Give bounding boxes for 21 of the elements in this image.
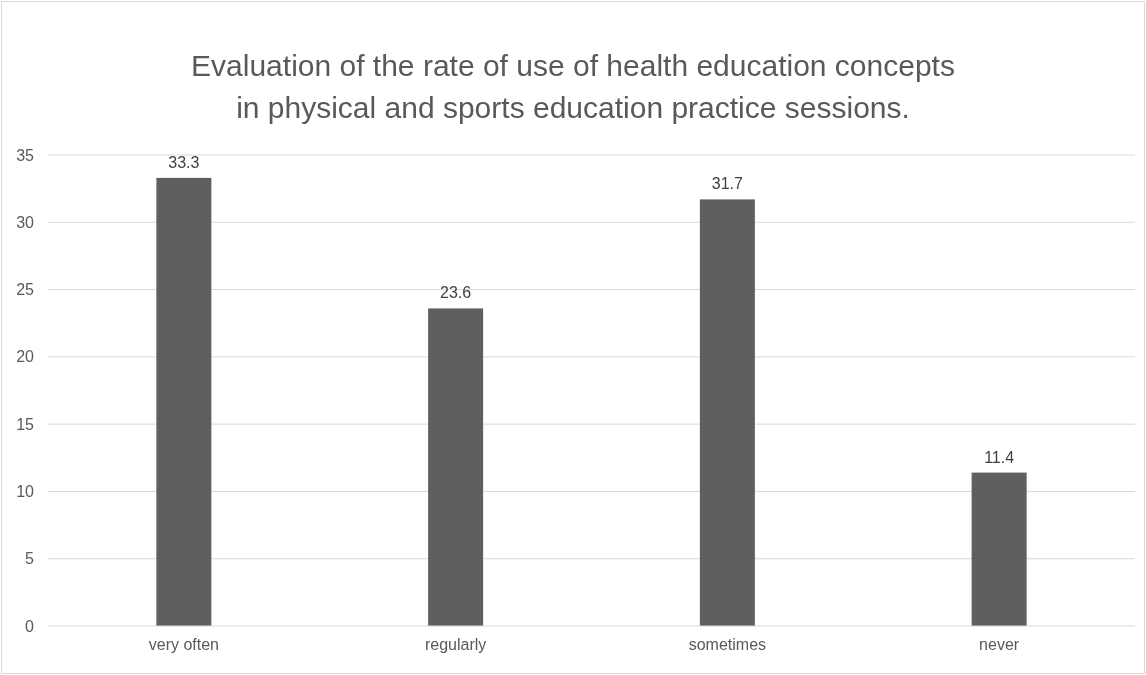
data-label: 33.3 (168, 153, 200, 171)
x-tick-label: regularly (424, 636, 487, 653)
y-tick-label: 35 (16, 146, 35, 164)
data-label: 31.7 (711, 175, 744, 193)
data-label: 23.6 (440, 284, 472, 302)
y-tick-label: 10 (16, 483, 35, 501)
bar (428, 308, 484, 626)
x-tick-label: never (979, 636, 1020, 653)
chart-title: Evaluation of the rate of use of health education concepts in physical and sports education practice sessions. (191, 49, 955, 124)
y-tick-label: 20 (16, 348, 35, 366)
bar (156, 177, 212, 626)
y-tick-label: 0 (25, 617, 35, 635)
y-tick-label: 30 (16, 213, 35, 231)
x-tick-label: sometimes (688, 636, 767, 653)
bar (971, 472, 1027, 626)
y-tick-label: 5 (25, 550, 35, 568)
data-label: 11.4 (984, 448, 1015, 466)
y-tick-label: 15 (16, 415, 35, 433)
bar (699, 199, 755, 626)
y-tick-label: 25 (16, 281, 35, 299)
x-tick-label: very often (148, 636, 220, 653)
